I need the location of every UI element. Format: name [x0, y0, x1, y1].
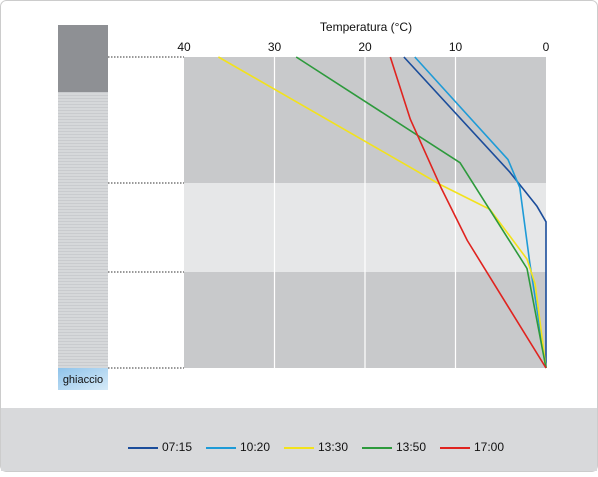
legend-label: 07:15: [162, 440, 192, 454]
legend-band: [1, 408, 597, 471]
x-tick-label: 30: [268, 40, 282, 54]
legend-label: 10:20: [240, 440, 270, 454]
snow-column: [58, 92, 108, 368]
x-tick-label: 20: [358, 40, 372, 54]
x-tick-label: 0: [543, 40, 550, 54]
legend-label: 13:30: [318, 440, 348, 454]
chart-title: Temperatura (°C): [320, 20, 412, 34]
layer-label: ghiaccio: [63, 374, 103, 386]
legend-label: 17:00: [474, 440, 504, 454]
snow-top: [58, 25, 108, 92]
x-tick-label: 40: [177, 40, 191, 54]
chart: ghiaccio Temperatura (°C) 40 30 20 10 0 07:15…: [0, 0, 598, 472]
x-tick-label: 10: [449, 40, 463, 54]
legend-label: 13:50: [396, 440, 426, 454]
